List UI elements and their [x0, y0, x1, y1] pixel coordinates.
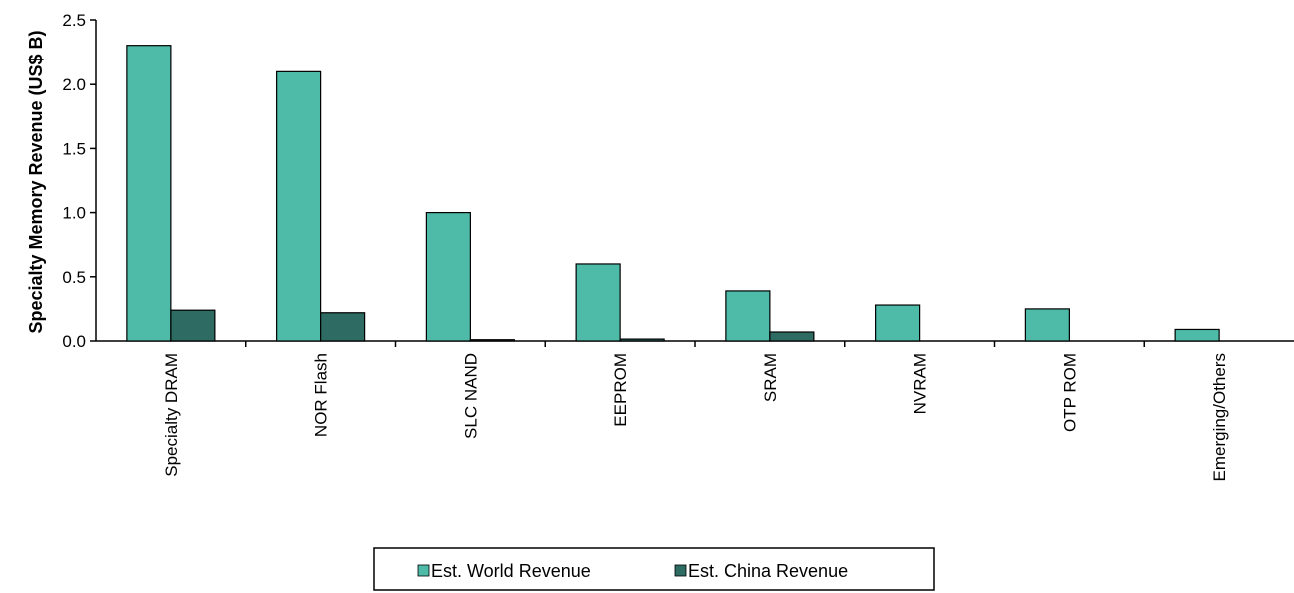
bar-world: [1174, 328, 1220, 342]
legend-swatch-china: [674, 564, 687, 577]
x-category-label: SLC NAND: [461, 353, 480, 439]
legend-box: [373, 547, 935, 591]
y-axis-label: Specialty Memory Revenue (US$ B): [26, 30, 46, 333]
y-tick-label: 0.0: [62, 332, 86, 351]
bar-world: [425, 212, 471, 342]
y-tick-label: 2.0: [62, 75, 86, 94]
bar-china: [619, 338, 665, 342]
x-category-label: EEPROM: [611, 353, 630, 427]
y-tick-label: 1.0: [62, 204, 86, 223]
y-tick-label: 0.5: [62, 268, 86, 287]
y-tick-label: 2.5: [62, 11, 86, 30]
bar-world: [276, 70, 322, 342]
bar-world: [575, 263, 621, 342]
legend: Est. World Revenue Est. China Revenue: [373, 547, 935, 591]
bar-world: [1024, 308, 1070, 342]
bar-world: [725, 290, 771, 342]
x-category-label: NVRAM: [911, 353, 930, 414]
legend-label-china: Est. China Revenue: [688, 561, 848, 581]
x-category-label: SRAM: [761, 353, 780, 402]
x-category-label: Specialty DRAM: [162, 353, 181, 477]
bar-china: [170, 309, 216, 342]
legend-label-world: Est. World Revenue: [431, 561, 591, 581]
bar-world: [126, 45, 172, 342]
bar-china: [769, 331, 815, 342]
x-category-label: NOR Flash: [312, 353, 331, 437]
x-category-label: Emerging/Others: [1210, 353, 1229, 482]
plot-area: 0.0 0.5 1.0 1.5 2.0 2.5 Specialty DRAM NOR Flas…: [62, 11, 1294, 482]
bar-world: [875, 304, 921, 342]
legend-swatch-world: [417, 564, 430, 577]
bar-china: [320, 312, 366, 342]
x-category-label: OTP ROM: [1060, 353, 1079, 432]
y-tick-label: 1.5: [62, 139, 86, 158]
bar-china: [469, 339, 515, 342]
